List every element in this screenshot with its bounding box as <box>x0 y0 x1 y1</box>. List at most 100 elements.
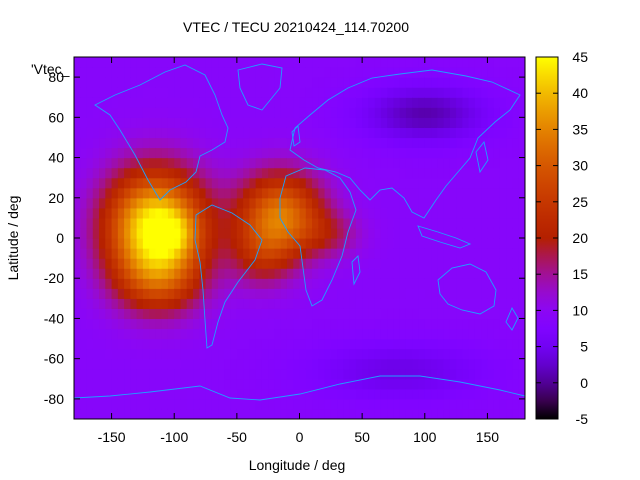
heatmap-cell <box>318 258 326 269</box>
heatmap-cell <box>431 348 438 360</box>
heatmap-cell <box>330 227 338 239</box>
heatmap-cell <box>199 378 207 390</box>
heatmap-cell <box>274 107 282 118</box>
heatmap-cell <box>211 187 219 199</box>
heatmap-cell <box>474 217 482 229</box>
heatmap-cell <box>374 207 382 219</box>
heatmap-cell <box>161 308 169 320</box>
heatmap-cell <box>512 278 520 289</box>
heatmap-cell <box>136 298 144 309</box>
heatmap-cell <box>111 147 119 159</box>
heatmap-cell <box>393 177 401 189</box>
heatmap-cell <box>462 238 470 249</box>
heatmap-cell <box>224 187 232 199</box>
heatmap-cell <box>211 107 219 118</box>
heatmap-cell <box>462 177 470 189</box>
heatmap-cell <box>105 187 113 199</box>
heatmap-cell <box>312 87 319 98</box>
heatmap-cell <box>243 147 250 159</box>
heatmap-cell <box>368 378 376 390</box>
heatmap-cell <box>418 308 426 320</box>
heatmap-cell <box>493 157 501 169</box>
heatmap-cell <box>230 87 238 98</box>
heatmap-cell <box>330 388 338 400</box>
heatmap-cell <box>399 278 407 289</box>
heatmap-cell <box>481 348 489 360</box>
heatmap-cell <box>255 408 263 419</box>
heatmap-cell <box>193 378 200 390</box>
heatmap-cell <box>205 328 213 340</box>
heatmap-cell <box>324 127 332 139</box>
heatmap-cell <box>136 137 144 149</box>
heatmap-cell <box>437 67 445 78</box>
heatmap-cell <box>399 207 407 219</box>
heatmap-cell <box>462 67 470 78</box>
heatmap-cell <box>236 217 244 229</box>
heatmap-cell <box>211 288 219 299</box>
heatmap-cell <box>243 378 250 390</box>
heatmap-cell <box>218 67 225 78</box>
heatmap-cell <box>174 338 182 350</box>
heatmap-cell <box>86 177 94 189</box>
heatmap-cell <box>399 87 407 98</box>
heatmap-cell <box>487 408 495 419</box>
heatmap-cell <box>468 248 476 259</box>
heatmap-cell <box>456 57 463 68</box>
heatmap-cell <box>368 398 376 410</box>
heatmap-cell <box>193 57 200 68</box>
heatmap-cell <box>74 348 81 360</box>
heatmap-cell <box>324 97 332 108</box>
heatmap-cell <box>405 348 413 360</box>
heatmap-cell <box>142 318 150 330</box>
heatmap-cell <box>161 238 169 249</box>
heatmap-cell <box>437 238 445 249</box>
heatmap-cell <box>149 177 157 189</box>
heatmap-cell <box>349 348 357 360</box>
heatmap-cell <box>274 77 282 88</box>
heatmap-cell <box>86 147 94 159</box>
heatmap-cell <box>518 117 525 128</box>
heatmap-cell <box>299 127 307 139</box>
heatmap-cell <box>142 157 150 169</box>
heatmap-cell <box>518 298 525 309</box>
heatmap-cell <box>499 117 507 128</box>
heatmap-cell <box>205 117 213 128</box>
heatmap-cell <box>205 137 213 149</box>
heatmap-cell <box>299 248 307 259</box>
heatmap-cell <box>324 77 332 88</box>
heatmap-cell <box>80 348 88 360</box>
heatmap-cell <box>337 197 344 209</box>
heatmap-cell <box>456 348 463 360</box>
heatmap-cell <box>349 87 357 98</box>
heatmap-cell <box>431 378 438 390</box>
heatmap-cell <box>243 408 250 419</box>
heatmap-cell <box>218 288 225 299</box>
heatmap-cell <box>468 258 476 269</box>
heatmap-cell <box>180 398 188 410</box>
heatmap-cell <box>481 117 489 128</box>
heatmap-cell <box>243 328 250 340</box>
heatmap-cell <box>418 378 426 390</box>
heatmap-cell <box>493 137 501 149</box>
heatmap-cell <box>324 338 332 350</box>
heatmap-cell <box>255 167 263 179</box>
heatmap-cell <box>368 217 376 229</box>
heatmap-cell <box>474 177 482 189</box>
heatmap-cell <box>236 378 244 390</box>
heatmap-cell <box>124 358 131 370</box>
heatmap-cell <box>205 187 213 199</box>
heatmap-cell <box>236 67 244 78</box>
heatmap-cell <box>424 248 432 259</box>
heatmap-cell <box>249 408 257 419</box>
heatmap-cell <box>211 338 219 350</box>
heatmap-cell <box>142 227 150 239</box>
heatmap-cell <box>393 147 401 159</box>
heatmap-cell <box>293 238 301 249</box>
y-tick-label: 0 <box>56 230 64 246</box>
heatmap-cell <box>186 217 194 229</box>
heatmap-cell <box>111 227 119 239</box>
heatmap-cell <box>136 308 144 320</box>
heatmap-cell <box>362 227 369 239</box>
heatmap-cell <box>462 207 470 219</box>
heatmap-cell <box>431 167 438 179</box>
